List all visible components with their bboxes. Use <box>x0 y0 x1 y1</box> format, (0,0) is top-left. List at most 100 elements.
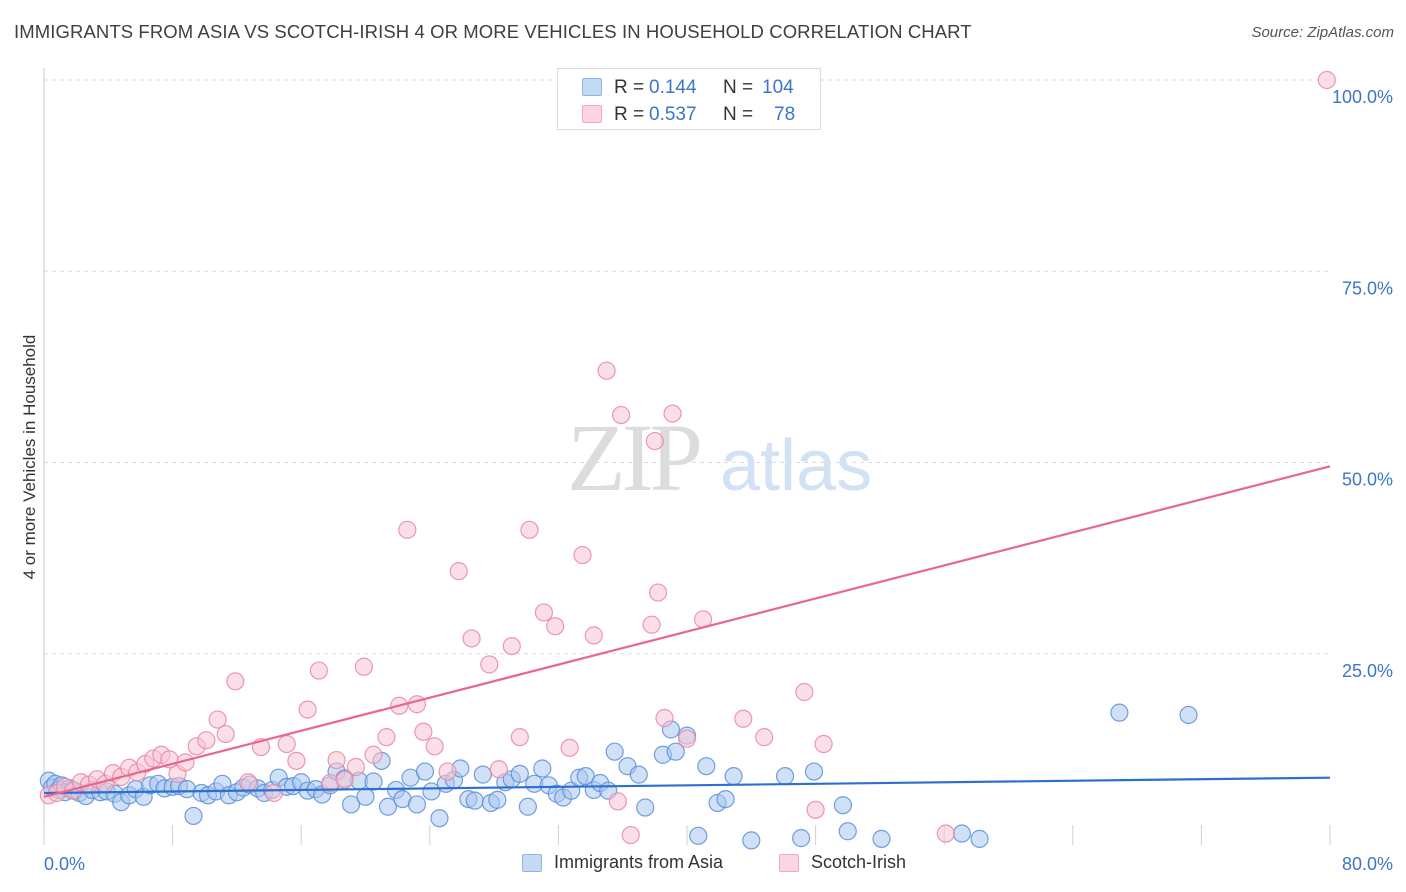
data-point-asia <box>629 765 648 784</box>
data-point-asia <box>407 795 427 814</box>
data-point-asia <box>804 762 824 781</box>
data-point-scotch-irish <box>277 734 296 754</box>
data-point-asia <box>415 762 435 781</box>
n-label: N = <box>723 104 754 125</box>
data-point-asia <box>1110 703 1129 722</box>
data-point-scotch-irish <box>655 708 674 728</box>
watermark-zip: ZIP <box>567 404 700 511</box>
data-point-scotch-irish <box>208 710 227 729</box>
r-value: 0.144 <box>649 77 697 98</box>
data-point-asia <box>510 764 529 783</box>
y-tick-label: 100.0% <box>1332 87 1393 107</box>
data-point-scotch-irish <box>608 792 627 811</box>
data-point-scotch-irish <box>287 751 306 770</box>
data-point-asia <box>488 790 507 809</box>
data-point-scotch-irish <box>734 709 753 728</box>
data-point-asia <box>356 787 375 806</box>
data-point-scotch-irish <box>480 655 499 674</box>
data-point-scotch-irish <box>462 629 481 648</box>
data-point-scotch-irish <box>663 404 682 423</box>
data-point-scotch-irish <box>520 520 539 539</box>
data-point-asia <box>666 742 685 761</box>
data-point-scotch-irish <box>677 729 697 748</box>
data-point-scotch-irish <box>611 405 631 425</box>
data-point-scotch-irish <box>642 615 661 634</box>
data-point-scotch-irish <box>216 724 235 744</box>
data-point-asia <box>697 757 716 776</box>
data-point-asia <box>341 795 361 814</box>
data-point-scotch-irish <box>309 661 328 680</box>
correlation-legend: R = 0.144 N = 104 R = 0.537 N = 78 <box>557 68 821 130</box>
r-value: 0.537 <box>649 104 697 125</box>
data-point-scotch-irish <box>795 682 814 702</box>
data-point-scotch-irish <box>425 737 444 756</box>
legend-swatch-asia <box>582 78 602 96</box>
data-point-scotch-irish <box>936 824 955 843</box>
data-point-asia <box>952 824 971 843</box>
data-point-scotch-irish <box>239 773 258 792</box>
data-point-scotch-irish <box>449 562 468 581</box>
data-point-scotch-irish <box>510 728 529 747</box>
r-label: R = <box>614 77 645 98</box>
data-point-scotch-irish <box>298 700 317 719</box>
data-point-scotch-irish <box>573 545 592 565</box>
data-point-asia <box>775 767 795 786</box>
data-point-asia <box>473 765 492 784</box>
data-point-asia <box>184 806 203 826</box>
data-points <box>39 70 1336 850</box>
data-point-scotch-irish <box>346 757 365 777</box>
data-point-scotch-irish <box>814 734 833 754</box>
data-point-scotch-irish <box>489 760 509 779</box>
data-point-asia <box>792 829 811 848</box>
data-point-scotch-irish <box>597 361 616 380</box>
n-value: 104 <box>762 77 794 98</box>
data-point-asia <box>689 826 708 845</box>
data-point-scotch-irish <box>197 731 216 750</box>
data-point-scotch-irish <box>398 520 417 539</box>
data-point-scotch-irish <box>364 745 383 764</box>
trend-line-asia <box>43 776 1331 795</box>
data-point-asia <box>533 759 552 778</box>
data-point-scotch-irish <box>226 672 245 691</box>
data-point-asia <box>378 797 398 816</box>
data-point-asia <box>636 798 655 817</box>
data-point-scotch-irish <box>438 762 457 781</box>
y-tick-label: 50.0% <box>1342 470 1393 490</box>
x-tick-label: 0.0% <box>44 854 85 874</box>
legend-swatch-scotch-irish <box>779 854 799 872</box>
data-point-asia <box>364 772 383 791</box>
data-point-asia <box>716 789 735 809</box>
data-point-asia <box>970 829 989 848</box>
legend-swatch-asia <box>522 854 542 872</box>
x-tick-label: 80.0% <box>1342 854 1393 874</box>
data-point-scotch-irish <box>1317 70 1336 90</box>
source-credit: Source: ZipAtlas.com <box>1251 24 1394 41</box>
data-point-asia <box>422 782 441 801</box>
data-point-scotch-irish <box>546 617 565 636</box>
data-point-asia <box>430 809 449 828</box>
y-tick-label: 25.0% <box>1342 661 1393 681</box>
r-label: R = <box>614 104 645 125</box>
y-tick-label: 75.0% <box>1342 278 1393 298</box>
data-point-scotch-irish <box>414 722 433 741</box>
data-point-scotch-irish <box>755 728 774 747</box>
data-point-asia <box>872 829 891 848</box>
legend-label: Immigrants from Asia <box>554 852 724 872</box>
data-point-asia <box>838 822 857 841</box>
data-point-asia <box>1179 705 1198 725</box>
data-point-scotch-irish <box>534 603 554 622</box>
data-point-scotch-irish <box>648 583 668 602</box>
data-point-scotch-irish <box>327 750 346 770</box>
data-point-scotch-irish <box>645 431 664 451</box>
n-value: 78 <box>774 104 796 125</box>
data-point-scotch-irish <box>560 738 579 757</box>
data-point-scotch-irish <box>502 636 521 656</box>
data-point-scotch-irish <box>377 728 396 747</box>
chart-title: IMMIGRANTS FROM ASIA VS SCOTCH-IRISH 4 O… <box>14 21 972 42</box>
trend-line-scotch-irish <box>43 465 1331 798</box>
data-point-scotch-irish <box>584 626 603 645</box>
legend-label: Scotch-Irish <box>811 852 907 872</box>
data-point-scotch-irish <box>621 825 640 845</box>
watermark-atlas: atlas <box>720 426 872 506</box>
